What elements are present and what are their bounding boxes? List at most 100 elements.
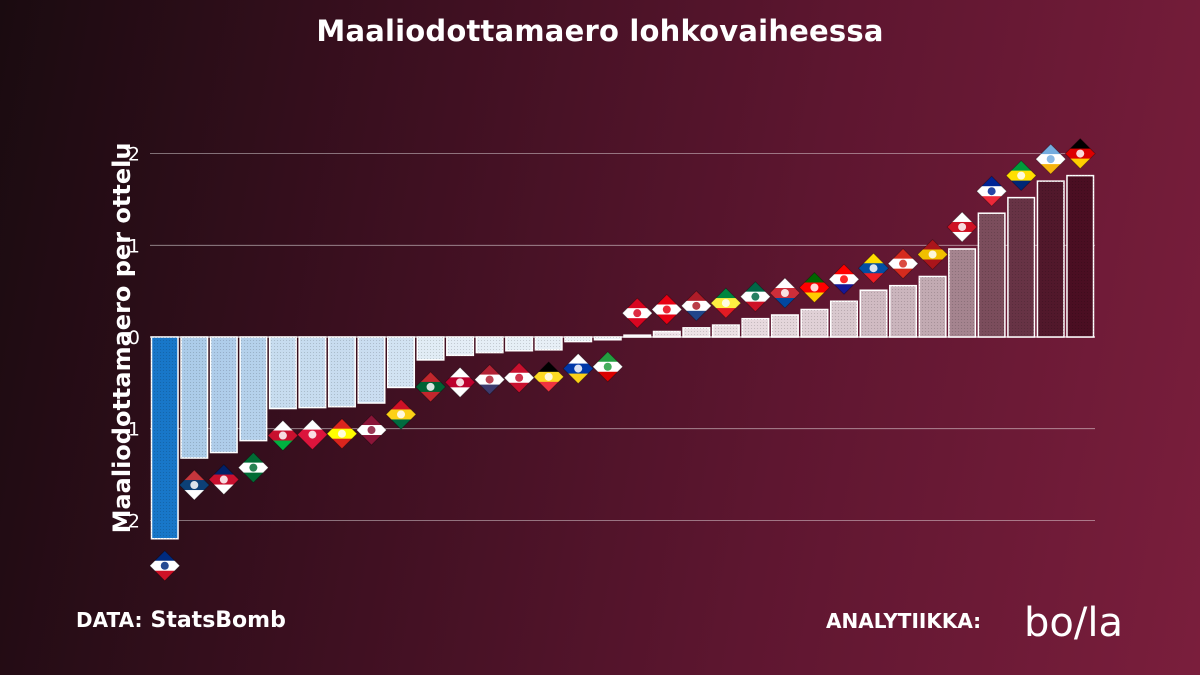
bar-texture: [535, 337, 562, 350]
bar-texture: [181, 337, 208, 459]
bar-texture: [210, 337, 238, 453]
bar-group: [829, 300, 858, 338]
bar-texture: [712, 325, 740, 337]
flag-icon: Canada: [621, 297, 653, 329]
bar-texture: [1037, 181, 1064, 337]
bar-group: [387, 336, 416, 389]
flag-icon: Portugal: [798, 271, 831, 304]
flag-icon: Germany: [1064, 138, 1096, 170]
flag-icon: Poland: [296, 419, 328, 451]
bar-group: [711, 324, 740, 338]
flag-icon: USA: [474, 364, 506, 396]
flag-icon: Switzerland: [887, 248, 919, 280]
y-tick-label: 0: [128, 327, 140, 349]
y-tick-label: -1: [121, 419, 140, 441]
data-credit: DATA: StatsBomb: [76, 608, 286, 633]
bar-group: [1007, 196, 1036, 338]
bar-group: [416, 336, 445, 361]
bar-texture: [417, 337, 444, 360]
bola-logo-text: bo/la: [1024, 600, 1123, 644]
flag-icon: Morocco: [414, 371, 447, 403]
bar-texture: [742, 318, 769, 337]
bar-texture: [948, 248, 976, 337]
bar-group: [534, 336, 563, 351]
bar-group: [150, 336, 179, 540]
y-tick-label: -2: [121, 510, 140, 532]
bar-group: [652, 330, 681, 338]
bar-group: [298, 336, 327, 409]
flag-icon: Tunisia: [651, 293, 683, 326]
bar-group: [357, 336, 386, 404]
flag-icon: Australia: [208, 463, 240, 496]
bar-texture: [801, 309, 828, 337]
flag-icon: Saudi Arabia: [237, 452, 269, 484]
bar-texture: [299, 337, 326, 408]
bar-texture: [594, 337, 621, 340]
bar-texture: [1007, 197, 1035, 337]
bar-group: [623, 334, 652, 338]
flag-icon: Uruguay: [562, 353, 594, 385]
flag-icon: South Korea: [769, 277, 801, 309]
bar-texture: [889, 285, 917, 337]
flag-icon: Japan: [444, 366, 476, 398]
bar-group: [741, 317, 770, 338]
flag-icon: Ghana: [385, 398, 417, 431]
flag-icon: Denmark: [503, 362, 535, 394]
flag-icon: France: [976, 175, 1008, 207]
data-source-brand: StatsBomb: [150, 608, 286, 633]
bar-group: [918, 275, 947, 338]
bar-texture: [240, 337, 267, 441]
bar-group: [239, 336, 268, 442]
bar-group: [180, 336, 209, 459]
bar-texture: [771, 314, 799, 337]
bar-group: [1066, 174, 1095, 338]
flag-icon: Wales: [267, 419, 299, 452]
flag-icon: Spain: [917, 238, 949, 271]
y-tick-label: 1: [128, 235, 140, 257]
bar-texture: [978, 213, 1005, 337]
bar-group: [948, 248, 977, 338]
bar-texture: [358, 337, 385, 404]
flag-icon: England: [946, 211, 978, 243]
bar-texture: [151, 337, 179, 539]
bar-group: [682, 327, 711, 338]
bar-group: [564, 336, 593, 343]
bar-group: [209, 336, 238, 454]
bar-texture: [446, 337, 474, 356]
flag-icon: Mexico: [739, 281, 771, 313]
bar-texture: [505, 337, 533, 351]
bar-texture: [830, 301, 858, 337]
bar-group: [977, 212, 1006, 338]
bar-group: [475, 336, 504, 354]
data-label: DATA:: [76, 608, 143, 632]
bar-group: [327, 336, 356, 408]
bar-texture: [269, 337, 297, 409]
bar-texture: [387, 337, 415, 388]
bar-group: [800, 308, 829, 338]
bar-group: [1036, 180, 1065, 338]
flag-icon: Costa Rica: [149, 550, 181, 582]
bar-group: [889, 284, 918, 338]
flag-icon: Croatia: [828, 263, 860, 295]
flag-icon: Vietnam: [326, 418, 358, 450]
bar-group: [505, 336, 534, 352]
bola-logo: bo/la: [1024, 600, 1123, 644]
bar-texture: [476, 337, 503, 353]
flag-icon: Netherlands: [680, 290, 712, 322]
bar-texture: [919, 276, 946, 337]
bar-texture: [653, 331, 681, 337]
flag-icon: Belgium: [533, 361, 565, 393]
bar-group: [268, 336, 297, 410]
flag-icon: Ecuador: [857, 252, 890, 284]
flag-icon: Iran: [592, 351, 624, 383]
bar-texture: [328, 337, 356, 407]
bar-texture: [624, 335, 651, 337]
flag-icon: Serbia: [178, 469, 210, 501]
bar-texture: [1066, 175, 1094, 337]
chart-title: Maaliodottamaero lohkovaiheessa: [316, 14, 884, 48]
bar-texture: [683, 327, 710, 337]
bar-texture: [564, 337, 592, 342]
flag-icon: Qatar: [355, 414, 388, 446]
